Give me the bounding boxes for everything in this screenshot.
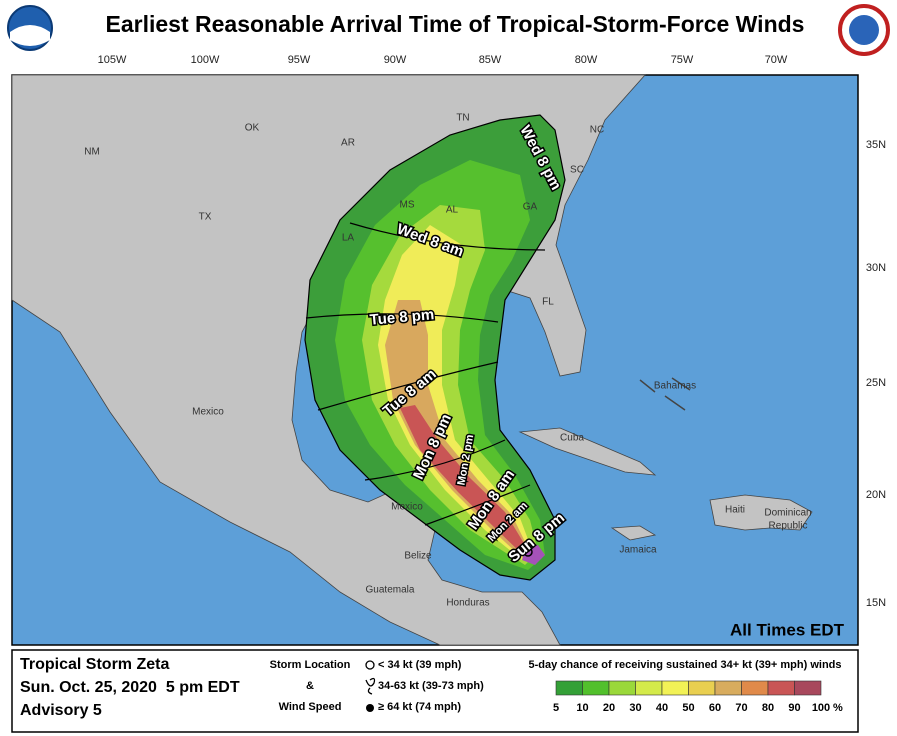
legend-item: 34-63 kt (39-73 mph) (378, 680, 484, 692)
land-jamaica (610, 525, 657, 541)
country-label: Bahamas (654, 381, 696, 392)
scale-swatch (555, 680, 583, 696)
land-bahamas (639, 377, 691, 411)
scale-tick-label: 10 (576, 702, 588, 714)
state-label: SC (570, 165, 584, 176)
scale-swatch (608, 680, 636, 696)
cone-100 (522, 545, 545, 565)
legend-title: & (306, 680, 314, 692)
cone-60 (385, 300, 528, 556)
cone-80 (400, 405, 525, 552)
state-label: OK (245, 123, 260, 134)
storm-location (523, 547, 533, 557)
scale-tick-label: 100 (812, 702, 830, 714)
country-label: Guatemala (366, 585, 415, 596)
arrival-line (305, 313, 499, 323)
noaa-logo-wave (10, 25, 50, 46)
scale-tick-label: 20 (603, 702, 615, 714)
latitude-label: 30N (866, 262, 886, 274)
state-label: MS (400, 200, 415, 211)
scale-tick-label: 60 (709, 702, 721, 714)
scale-tick-label: 80 (762, 702, 774, 714)
country-label: Mexico (192, 407, 224, 418)
scale-tick-label: 90 (788, 702, 800, 714)
arrival-line (349, 222, 546, 251)
state-label: NM (84, 147, 100, 158)
legend-title: Storm Location (270, 659, 351, 671)
state-label: NC (590, 125, 604, 136)
scale-tick-label: 50 (682, 702, 694, 714)
storm-name: Tropical Storm Zeta (20, 656, 169, 673)
scale-tick-label: 30 (629, 702, 641, 714)
scale-unit: % (833, 702, 843, 714)
scale-title: 5-day chance of receiving sustained 34+ … (529, 659, 842, 671)
legend-symbol (365, 660, 375, 670)
arrival-lines (305, 222, 546, 526)
country-label: Republic (769, 521, 808, 532)
scale-tick-label: 5 (553, 702, 559, 714)
longitude-label: 105W (98, 54, 127, 66)
scale-swatch (794, 680, 822, 696)
longitude-label: 95W (288, 54, 311, 66)
nws-logo-center (849, 15, 879, 45)
land-hispaniola (709, 494, 813, 531)
country-label: Honduras (446, 598, 489, 609)
legend-title: Wind Speed (279, 701, 342, 713)
country-label: Belize (404, 551, 432, 562)
country-label: Jamaica (619, 545, 657, 556)
scale-tick-label: 40 (656, 702, 668, 714)
state-label: TN (456, 113, 469, 124)
state-label: AL (446, 205, 459, 216)
scale-tick-label: 70 (735, 702, 747, 714)
arrival-line (364, 439, 506, 481)
footer: Tropical Storm Zeta Sun. Oct. 25, 2020 5… (11, 649, 859, 733)
title: Earliest Reasonable Arrival Time of Trop… (106, 11, 805, 37)
state-label: GA (523, 202, 538, 213)
legend-symbol (365, 677, 376, 695)
time-zone-note: All Times EDT (730, 620, 845, 639)
longitude-label: 70W (765, 54, 788, 66)
state-label: AR (341, 138, 355, 149)
latitude-label: 20N (866, 489, 886, 501)
advisory: Advisory 5 (20, 702, 102, 719)
issued-time: Sun. Oct. 25, 2020 5 pm EDT (20, 679, 240, 696)
land-cuba (518, 427, 657, 476)
longitude-label: 80W (575, 54, 598, 66)
color-scale: 5 10 20 30 40 50 60 70 80 90 100% (553, 680, 843, 714)
state-label: TX (199, 212, 212, 223)
state-label: LA (342, 233, 355, 244)
country-label: Dominican (764, 508, 811, 519)
latitude-label: 15N (866, 597, 886, 609)
arrival-line (317, 361, 499, 411)
country-label: Cuba (560, 433, 584, 444)
country-label: Haiti (725, 505, 745, 516)
scale-swatch (582, 680, 610, 696)
longitude-label: 85W (479, 54, 502, 66)
legend-item: ≥ 64 kt (74 mph) (378, 701, 461, 713)
latitude-label: 25N (866, 377, 886, 389)
country-label: Mexico (391, 502, 423, 513)
legend-item: < 34 kt (39 mph) (378, 659, 462, 671)
arrival-line (424, 484, 531, 526)
state-label: FL (542, 297, 554, 308)
legend-symbol (366, 704, 374, 712)
scale-swatch (714, 680, 742, 696)
scale-swatch (688, 680, 716, 696)
longitude-label: 75W (671, 54, 694, 66)
longitude-label: 100W (191, 54, 220, 66)
header: Earliest Reasonable Arrival Time of Trop… (7, 4, 890, 56)
scale-swatch (635, 680, 663, 696)
scale-swatch (741, 680, 769, 696)
scale-swatch (767, 680, 795, 696)
map (11, 74, 859, 646)
scale-swatch (661, 680, 689, 696)
latitude-label: 35N (866, 139, 886, 151)
longitude-label: 90W (384, 54, 407, 66)
